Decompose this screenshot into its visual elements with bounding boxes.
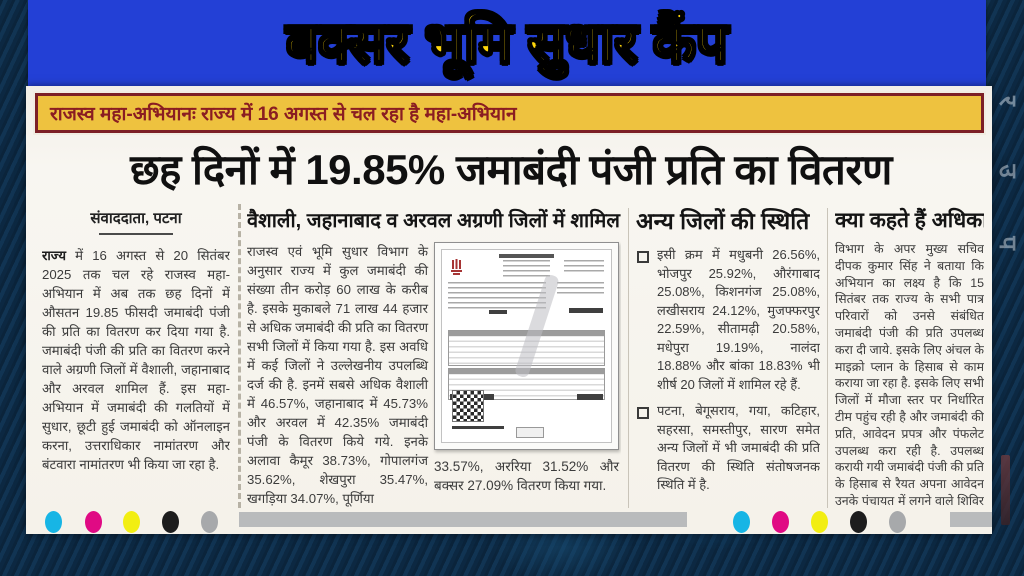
column-divider-dashed [238,204,241,508]
column-other-districts: अन्य जिलों की स्थिति इसी क्रम में मधुबनी… [636,204,820,508]
newspaper-clipping: राजस्व महा-अभियानः राज्य में 16 अगस्त से… [26,86,992,534]
document-amount-bar [569,308,603,313]
column-divider [628,208,629,508]
article-columns: संवाददाता, पटना राज्य में 16 अगस्त से 20… [42,204,984,508]
kicker-strip: राजस्व महा-अभियानः राज्य में 16 अगस्त से… [35,93,984,133]
document-ref-bar [489,310,508,314]
section-heading-other-districts: अन्य जिलों की स्थिति [636,208,810,234]
print-gray-bar [950,512,992,527]
headline: छह दिनों में 19.85% जमाबंदी पंजी प्रति क… [36,136,986,200]
document-button [516,427,545,438]
section-heading-officials: क्या कहते हैं अधिकारी [835,209,984,232]
officials-paragraph: विभाग के अपर मुख्य सचिव दीपक कुमार सिंह … [835,242,984,508]
lead-paragraph: राज्य में 16 अगस्त से 20 सितंबर 2025 तक … [42,246,230,474]
print-dot-black [850,511,867,533]
document-header-lines [502,260,551,278]
column-official-quote: क्या कहते हैं अधिकारी विभाग के अपर मुख्य… [835,204,984,508]
byline: संवाददाता, पटना [90,210,182,227]
column-lead: संवाददाता, पटना राज्य में 16 अगस्त से 20… [42,204,230,508]
jamabandi-document-photo [434,242,619,450]
page-edge-smudge [1001,455,1010,525]
document-meta-lines [563,260,605,272]
document-page [441,249,612,443]
govt-emblem-icon [450,259,463,281]
print-dot-cyan [733,511,750,533]
square-bullet-icon [637,407,649,419]
qr-code [452,390,484,422]
column-districts: वैशाली, जहानाबाद व अरवल अग्रणी जिलों में… [247,204,621,508]
print-dot-yellow [123,511,140,533]
byline-rule [99,233,173,235]
title-banner: बक्सर भूमि सुधार कैंप [28,0,986,86]
kicker-text: राजस्व महा-अभियानः राज्य में 16 अगस्त से… [50,104,517,125]
sub-headline: वैशाली, जहानाबाद व अरवल अग्रणी जिलों में… [247,210,620,232]
document-footer-right-bar [577,394,603,400]
districts-paragraph: राजस्व एवं भूमि सुधार विभाग के अनुसार रा… [247,244,428,506]
square-bullet-icon [637,251,649,263]
document-field-lines-right [556,282,605,296]
print-dot-gray [201,511,218,533]
bullet-item: पटना, बेगूसराय, गया, कटिहार, सहरसा, समस्… [636,402,820,495]
bullet-item: इसी क्रम में मधुबनी 26.56%, भोजपुर 25.92… [636,246,820,394]
print-dot-gray [889,511,906,533]
print-dot-magenta [772,511,789,533]
banner-title: बक्सर भूमि सुधार कैंप [285,10,729,76]
lead-word: राज्य [42,248,67,263]
column-divider [827,208,828,508]
document-title-bar [499,254,554,258]
edge-vertical-text: र उ प [994,96,1021,276]
headline-text: छह दिनों में 19.85% जमाबंदी पंजी प्रति क… [130,145,892,193]
document-field-lines [448,282,547,312]
qr-caption-bar [452,426,504,429]
bullet-text: पटना, बेगूसराय, गया, कटिहार, सहरसा, समस्… [657,403,820,492]
print-gray-bar [239,512,687,527]
print-dot-black [162,511,179,533]
print-dot-yellow [811,511,828,533]
print-dot-magenta [85,511,102,533]
bullet-text: इसी क्रम में मधुबनी 26.56%, भोजपुर 25.92… [657,247,820,392]
districts-continuation: 33.57%, अररिया 31.52% और बक्सर 27.09% वि… [434,459,619,493]
lead-body: में 16 अगस्त से 20 सितंबर 2025 तक चल रहे… [42,248,230,472]
print-dot-cyan [45,511,62,533]
